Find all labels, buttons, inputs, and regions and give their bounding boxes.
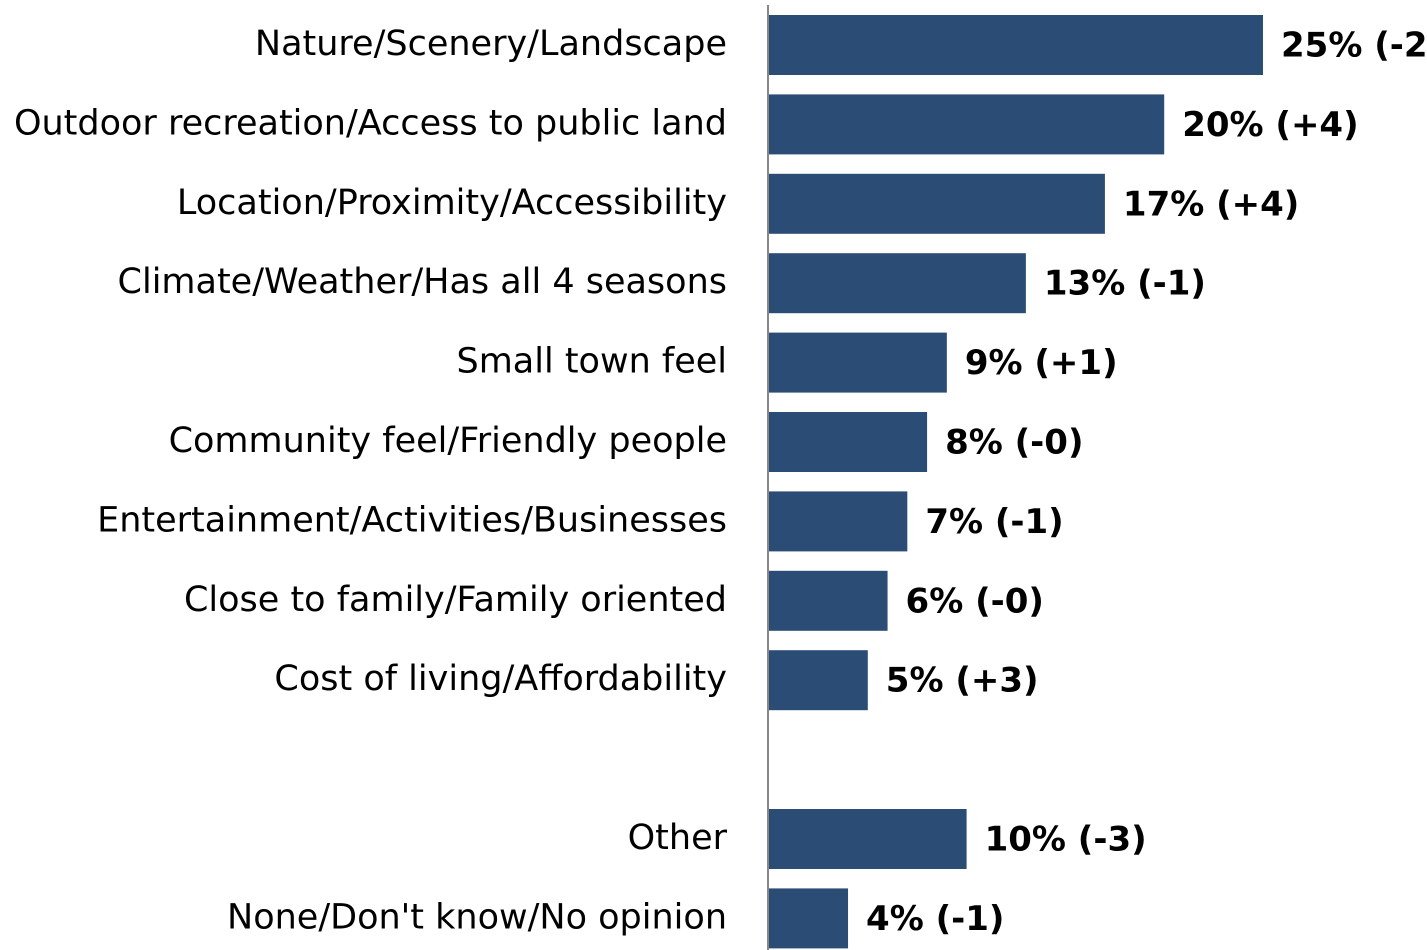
value-label: 4% (-1) — [866, 899, 1004, 939]
category-label: Other — [628, 818, 728, 858]
value-label: 25% (-2) — [1281, 26, 1427, 66]
category-label: Outdoor recreation/Access to public land — [14, 103, 727, 143]
category-label: Location/Proximity/Accessibility — [177, 183, 727, 223]
category-label: Climate/Weather/Has all 4 seasons — [118, 262, 727, 302]
value-label: 5% (+3) — [886, 661, 1039, 701]
bar — [769, 888, 849, 949]
category-label: Small town feel — [456, 342, 727, 382]
bar — [769, 650, 868, 711]
category-label: Nature/Scenery/Landscape — [255, 24, 727, 64]
value-label: 9% (+1) — [965, 343, 1118, 383]
value-label: 20% (+4) — [1182, 105, 1358, 145]
bar — [769, 809, 967, 869]
bar — [769, 253, 1026, 314]
category-label: Cost of living/Affordability — [274, 659, 727, 699]
category-label: None/Don't know/No opinion — [227, 897, 727, 937]
value-label: 8% (-0) — [945, 423, 1083, 463]
value-label: 10% (-3) — [985, 820, 1147, 860]
category-label: Entertainment/Activities/Businesses — [97, 500, 727, 540]
bar — [769, 173, 1105, 234]
value-label: 17% (+4) — [1123, 184, 1299, 224]
category-label: Community feel/Friendly people — [169, 421, 727, 461]
bar — [769, 332, 947, 393]
bar — [769, 412, 928, 472]
value-label: 13% (-1) — [1044, 264, 1206, 304]
bar — [769, 570, 888, 631]
bar — [769, 491, 908, 552]
category-label: Close to family/Family oriented — [184, 580, 727, 620]
value-label: 7% (-1) — [925, 502, 1063, 542]
value-label: 6% (-0) — [906, 581, 1044, 621]
bar — [769, 15, 1263, 75]
bar — [769, 94, 1165, 155]
